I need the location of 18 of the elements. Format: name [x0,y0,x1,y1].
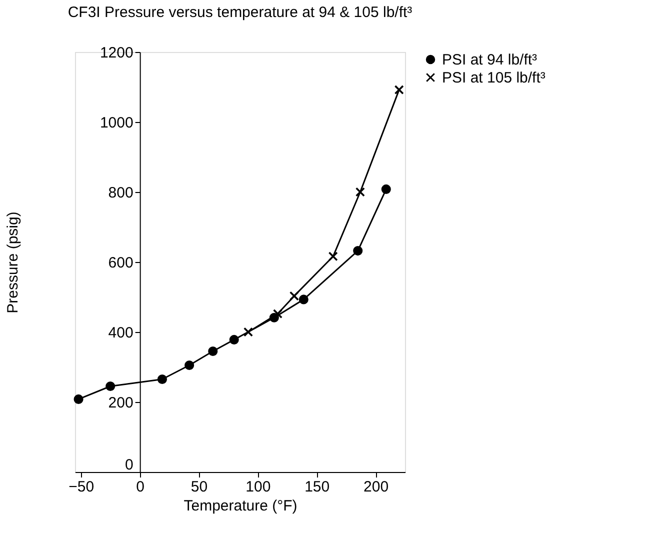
x-tick-label: −50 [68,478,94,496]
y-axis-title: Pressure (psig) [4,212,22,314]
y-tick-label: 400 [108,324,134,342]
x-tick-label: 50 [190,478,208,496]
x-tick-label: 100 [246,478,271,496]
y-tick-label: 1200 [100,44,134,62]
y-tick-label: 800 [108,184,134,202]
x-axis-title: Temperature (°F) [184,498,298,514]
chart-title: CF3I Pressure versus temperature at 94 & 105 lb/ft³ [68,4,412,21]
y-tick-label: 1000 [100,114,134,132]
legend-label: PSI at 94 lb/ft³ [442,52,538,68]
y-tick-label: 0 [124,456,134,474]
y-tick-label: 600 [108,254,134,272]
x-tick-label: 150 [304,478,330,496]
legend-label: PSI at 105 lb/ft³ [442,70,546,86]
x-tick-label: 0 [136,478,144,496]
y-tick-label: 200 [108,394,134,412]
x-tick-label: 200 [364,478,389,496]
